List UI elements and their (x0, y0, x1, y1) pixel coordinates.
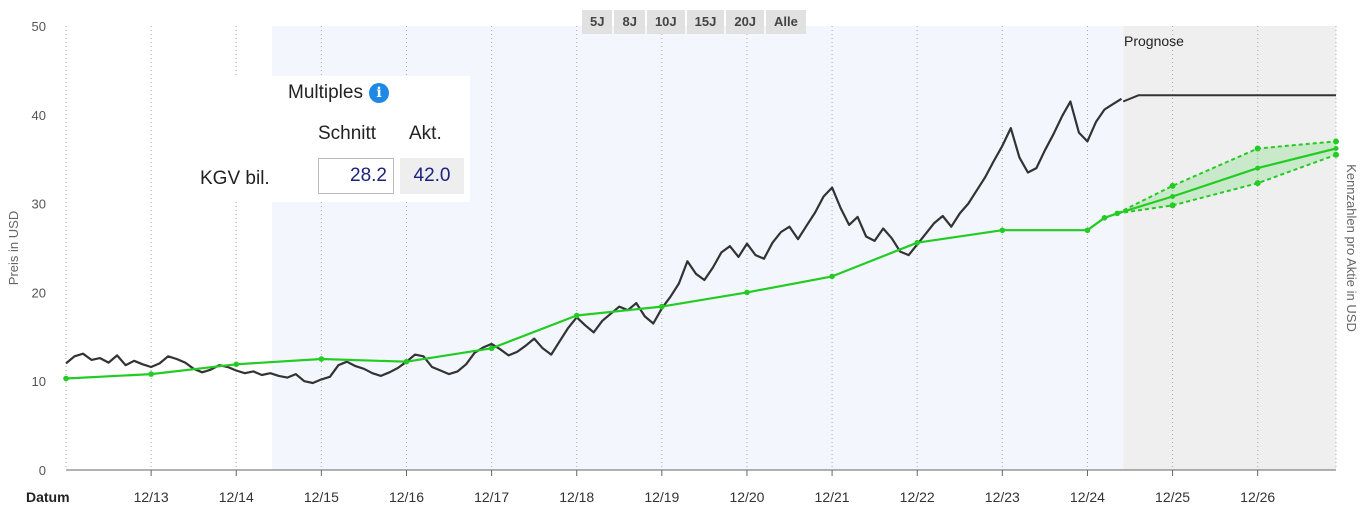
column-header-akt: Akt. (409, 123, 442, 144)
y-axis: 0 10 20 30 40 50 (32, 19, 46, 478)
x-tick-label: 12/24 (1070, 489, 1105, 505)
multiples-title-text: Multiples (288, 82, 363, 103)
metric-forecast-point (1333, 146, 1339, 152)
y-tick-label: 0 (39, 463, 46, 478)
metric-point (829, 273, 835, 280)
x-tick-label: 12/19 (644, 489, 679, 505)
metric-point (233, 361, 240, 368)
range-button-20j[interactable]: 20J (726, 10, 765, 34)
range-button-8j[interactable]: 8J (614, 10, 645, 34)
chart-background (271, 26, 1336, 470)
metric-point (488, 345, 495, 352)
column-header-schnitt: Schnitt (318, 123, 377, 144)
range-button-15j[interactable]: 15J (686, 10, 725, 34)
range-button-10j[interactable]: 10J (646, 10, 685, 34)
metric-point (1101, 215, 1108, 221)
x-tick-label: 12/18 (559, 489, 594, 505)
metric-forecast-upper (1116, 140, 1337, 215)
x-tick-label: 12/26 (1240, 489, 1275, 505)
metric-forecast-point (1169, 182, 1176, 189)
info-icon[interactable]: i (368, 83, 389, 103)
metric-point (659, 303, 665, 310)
metric-point (914, 239, 921, 246)
metric-point (573, 312, 580, 319)
y2-axis-title: Kennzahlen pro Aktie in USD (1344, 164, 1359, 332)
chart-series (63, 94, 1339, 385)
x-tick-label: 12/22 (900, 489, 935, 505)
x-tick-label: 12/20 (729, 489, 764, 505)
metric-forecast-lower (1117, 153, 1337, 215)
x-tick-label: 12/17 (474, 489, 509, 505)
x-tick-label: 12/21 (815, 489, 850, 505)
metric-forecast-point (1333, 138, 1339, 145)
multiples-title: Multiples i (288, 82, 389, 104)
multiples-panel: Multiples i Schnitt Akt. KGV bil. 28.2 4… (194, 76, 470, 202)
range-button-alle[interactable]: Alle (766, 10, 806, 34)
metric-point (403, 358, 410, 365)
x-tick-label: 12/16 (389, 489, 424, 505)
y-tick-label: 10 (32, 374, 46, 389)
x-tick-label: 12/23 (985, 489, 1020, 505)
price-forecast-line (1122, 94, 1336, 103)
forecast-region (1123, 26, 1336, 470)
x-axis: 12/13 12/14 12/15 12/16 12/17 12/18 12/19 12/20… (66, 469, 1336, 505)
metric-forecast-point (1169, 202, 1176, 209)
range-button-group: 5J 8J 10J 15J 20J Alle (582, 10, 806, 34)
metric-point (999, 227, 1006, 234)
metric-forecast-point (1170, 193, 1176, 199)
price-line (65, 97, 1123, 385)
x-axis-title: Datum (26, 489, 70, 505)
metric-forecast-point (1255, 165, 1261, 171)
metric-point (63, 375, 69, 382)
range-button-5j[interactable]: 5J (582, 10, 613, 34)
metric-forecast-mid (1116, 147, 1337, 215)
x-tick-label: 12/14 (219, 489, 254, 505)
x-tick-label: 12/15 (304, 489, 339, 505)
value-akt: 42.0 (400, 158, 464, 194)
metric-point (1084, 227, 1091, 234)
row-label-kgv: KGV bil. (200, 168, 270, 189)
metric-forecast-point (1254, 145, 1261, 152)
metric-forecast-point (1254, 180, 1261, 187)
y-tick-label: 40 (32, 108, 46, 123)
forecast-label: Prognose (1124, 33, 1184, 49)
metric-point (148, 371, 154, 377)
y-tick-label: 30 (32, 197, 46, 212)
x-tick-label: 12/25 (1155, 489, 1190, 505)
y-tick-label: 20 (32, 285, 46, 300)
y-axis-title: Preis in USD (6, 211, 21, 285)
y-tick-label: 50 (32, 19, 46, 34)
metric-point (744, 289, 750, 296)
metric-forecast-point (1333, 151, 1339, 158)
metric-point (318, 356, 325, 362)
value-schnitt[interactable]: 28.2 (318, 158, 394, 194)
x-tick-label: 12/13 (134, 489, 169, 505)
